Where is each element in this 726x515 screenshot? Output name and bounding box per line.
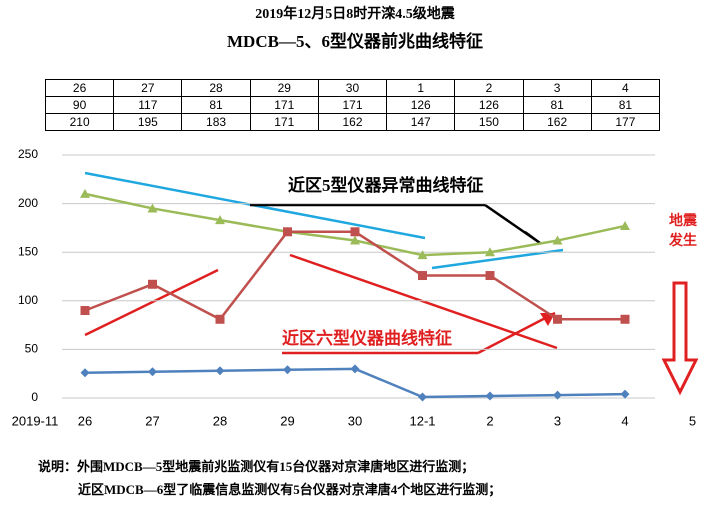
table-cell: 171 — [317, 96, 388, 114]
marker — [485, 271, 495, 281]
table-cell: 126 — [454, 96, 524, 114]
trend-lines — [84, 171, 564, 355]
trend-line — [84, 268, 219, 337]
table-cell: 29 — [249, 79, 319, 97]
table-row: 210 195 183 171 162 147 150 162 177 — [44, 113, 661, 131]
table-cell: 210 — [44, 113, 115, 131]
x-tick-label: 29 — [280, 413, 294, 428]
marker — [147, 203, 158, 213]
table-cell: 3 — [522, 79, 592, 97]
table-cell: 1 — [386, 79, 456, 97]
x-tick-label: 30 — [348, 413, 362, 428]
table-cell: 150 — [454, 113, 524, 131]
annotation: 近区5型仪器异常曲线特征 — [288, 175, 484, 195]
x-tick-label: 4 — [621, 413, 628, 428]
marker — [80, 188, 90, 198]
x-tick-label: 12-1 — [409, 413, 435, 428]
marker — [350, 227, 360, 237]
marker — [283, 365, 292, 375]
marker — [552, 235, 563, 245]
x-tick-label: 28 — [213, 413, 227, 428]
marker — [418, 271, 427, 281]
table-cell: 28 — [181, 79, 251, 97]
annotation: 近区六型仪器曲线特征 — [282, 328, 452, 348]
table-cell: 81 — [590, 96, 661, 114]
title: 2019年12月5日8时开滦4.5级地震 — [255, 5, 455, 22]
marker — [148, 367, 157, 377]
table-cell: 81 — [181, 96, 251, 114]
table-cell: 27 — [113, 79, 183, 97]
table-cell: 183 — [181, 113, 251, 131]
table-cell: 171 — [249, 113, 319, 131]
table-cell: 177 — [590, 113, 661, 131]
marker — [350, 235, 360, 245]
table-cell: 147 — [386, 113, 456, 131]
marker — [80, 306, 90, 316]
table-cell: 4 — [590, 79, 661, 97]
y-tick-label: 150 — [18, 244, 38, 258]
x-tick-label: 3 — [554, 413, 561, 428]
marker — [417, 250, 428, 260]
y-tick-label: 200 — [18, 196, 38, 210]
table-cell: 81 — [522, 96, 592, 114]
annotation: 地震 — [669, 212, 698, 229]
marker — [485, 247, 495, 257]
annotation: 发生 — [668, 232, 697, 249]
marker — [418, 392, 427, 402]
table-row: 90 117 81 171 171 126 126 81 81 — [44, 96, 661, 114]
marker — [553, 390, 562, 400]
pointer-arrow — [484, 203, 541, 245]
marker — [620, 389, 630, 399]
table-cell: 90 — [44, 96, 115, 114]
note: 说明：外围MDCB—5型地震前兆监测仪有15台仪器对京津唐地区进行监测； — [38, 459, 474, 475]
table-cell: 30 — [317, 79, 388, 97]
marker — [283, 227, 292, 237]
table-cell: 126 — [386, 96, 456, 114]
trend-line — [431, 248, 564, 270]
x-tick-label: 2 — [486, 413, 493, 428]
table-cell: 2 — [454, 79, 524, 97]
y-tick-label: 250 — [18, 147, 38, 161]
table-cell: 195 — [113, 113, 183, 131]
marker — [553, 314, 562, 324]
table-cell: 162 — [317, 113, 388, 131]
x-tick-label: 26 — [78, 413, 92, 428]
x-tick-label: 5 — [689, 413, 696, 428]
marker — [485, 391, 495, 401]
y-tick-label: 0 — [31, 390, 38, 404]
table-cell: 26 — [44, 79, 115, 97]
y-tick-label: 100 — [18, 293, 38, 307]
marker — [215, 366, 225, 376]
marker — [215, 314, 225, 324]
table-row: 26 27 28 29 30 1 2 3 4 — [44, 79, 661, 97]
y-tick-label: 50 — [25, 342, 39, 356]
marker — [215, 215, 225, 225]
marker — [620, 314, 630, 324]
data-table: 26 27 28 29 30 1 2 3 4 90 117 81 171 171 126 126 81 81 210… — [44, 79, 661, 131]
marker — [350, 364, 360, 374]
x-tick-label: 27 — [145, 413, 159, 428]
table-cell: 171 — [249, 96, 319, 114]
marker — [620, 220, 630, 230]
series-line — [84, 230, 625, 321]
subtitle: MDCB—5、6型仪器前兆曲线特征 — [227, 31, 483, 51]
x-axis-label: 2019-11 — [12, 413, 59, 428]
table-cell: 117 — [113, 96, 183, 114]
marker — [80, 368, 90, 378]
note: 近区MDCB—6型了临震信息监测仪有5台仪器对京津唐4个地区进行监测； — [78, 482, 501, 498]
table-cell: 162 — [522, 113, 592, 131]
trend-line — [289, 253, 558, 350]
marker — [148, 279, 157, 289]
pointer-arrow — [477, 311, 556, 355]
quake-arrow — [661, 281, 699, 396]
